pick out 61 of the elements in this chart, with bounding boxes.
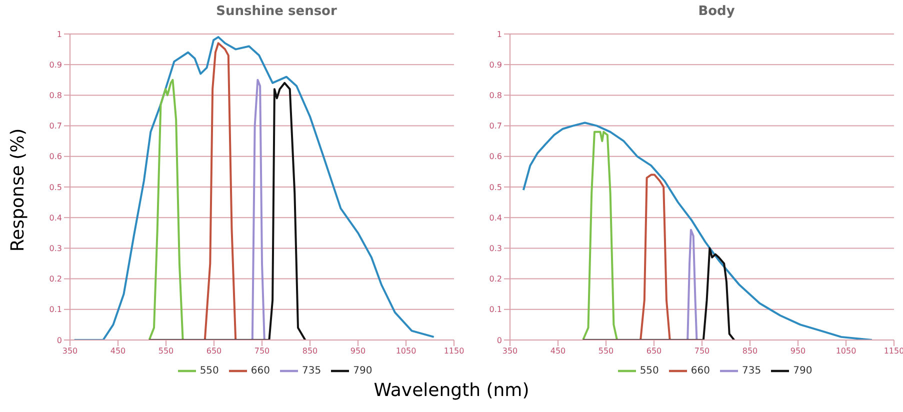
x-tick-label: 1150 xyxy=(444,346,464,356)
x-tick-label: 750 xyxy=(694,346,710,356)
x-tick-label: 950 xyxy=(350,346,366,356)
line-series xyxy=(640,174,671,340)
legend-label: 660 xyxy=(250,366,270,377)
line-series xyxy=(251,78,266,340)
legend-label: 660 xyxy=(690,366,710,377)
x-tick-label: 350 xyxy=(502,346,518,356)
y-tick-label: 1 xyxy=(496,30,502,39)
y-tick-label: 0.9 xyxy=(489,60,502,70)
y-tick-label: 0.6 xyxy=(49,152,62,162)
x-axis-title: Wavelength (nm) xyxy=(372,380,530,401)
x-tick-label: 1050 xyxy=(836,346,856,356)
line-series xyxy=(686,228,698,340)
line-series xyxy=(148,82,306,340)
line-series xyxy=(522,122,873,340)
y-tick-label: 0.8 xyxy=(489,91,502,100)
y-tick-label: 0.5 xyxy=(49,182,62,192)
y-tick-label: 0.8 xyxy=(49,91,62,100)
y-tick-label: 0.3 xyxy=(49,244,62,254)
y-tick-label: 0.7 xyxy=(489,122,502,131)
y-tick-label: 0.2 xyxy=(489,274,502,284)
line-series xyxy=(582,130,618,340)
x-tick-label: 850 xyxy=(742,346,758,356)
y-tick-label: 0.7 xyxy=(49,122,62,131)
x-tick-label: 350 xyxy=(62,346,78,356)
y-tick-label: 0.1 xyxy=(49,305,62,314)
x-tick-label: 650 xyxy=(206,346,222,356)
chart-title: Sunshine sensor xyxy=(215,3,338,21)
x-tick-label: 1050 xyxy=(396,346,416,356)
x-tick-label: 550 xyxy=(598,346,614,356)
y-tick-label: 0.9 xyxy=(49,60,62,70)
y-tick-label: 0.1 xyxy=(489,305,502,314)
legend-label: 790 xyxy=(793,366,812,377)
y-tick-label: 0 xyxy=(56,336,62,345)
legend-label: 790 xyxy=(353,366,372,377)
x-tick-label: 750 xyxy=(254,346,270,356)
y-tick-label: 0.4 xyxy=(49,213,62,222)
x-tick-label: 650 xyxy=(646,346,662,356)
x-tick-label: 850 xyxy=(302,346,318,356)
y-tick-label: 0.6 xyxy=(489,152,502,162)
line-series xyxy=(204,42,237,340)
y-tick-label: 0.5 xyxy=(489,182,502,192)
chart-title: Body xyxy=(697,3,736,21)
line-series xyxy=(582,247,736,340)
x-tick-label: 450 xyxy=(110,346,126,356)
legend-label: 550 xyxy=(640,366,659,377)
y-axis-title: Response (%) xyxy=(8,128,28,252)
line-series xyxy=(73,36,435,340)
y-tick-label: 0 xyxy=(496,336,502,345)
y-tick-label: 0.2 xyxy=(49,274,62,284)
y-tick-label: 0.4 xyxy=(489,213,502,222)
legend-label: 550 xyxy=(200,366,219,377)
x-tick-label: 450 xyxy=(550,346,566,356)
x-tick-label: 550 xyxy=(158,346,174,356)
y-tick-label: 0.3 xyxy=(489,244,502,254)
legend-label: 735 xyxy=(302,366,322,377)
x-tick-label: 950 xyxy=(790,346,806,356)
legend-label: 735 xyxy=(742,366,762,377)
line-series xyxy=(148,78,184,340)
y-tick-label: 1 xyxy=(56,30,62,39)
